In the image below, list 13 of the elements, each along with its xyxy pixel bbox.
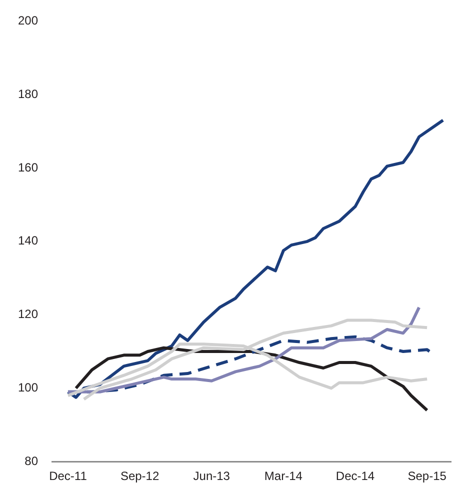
y-tick-label: 80 [24,454,38,468]
y-tick-label: 200 [18,14,38,28]
x-tick-label: Sep-15 [408,469,447,484]
x-tick-label: Dec-11 [49,469,88,484]
x-tick-label: Mar-14 [264,469,303,484]
y-tick-label: 120 [18,307,38,322]
x-tick-label: Jun-13 [193,469,230,484]
y-tick-label: 160 [18,160,38,174]
y-tick-label: 180 [18,86,38,101]
y-tick-label: 140 [18,234,38,248]
x-tick-label: Sep-12 [120,469,160,484]
y-tick-label: 100 [18,380,38,395]
x-tick-label: Dec-14 [336,469,375,484]
